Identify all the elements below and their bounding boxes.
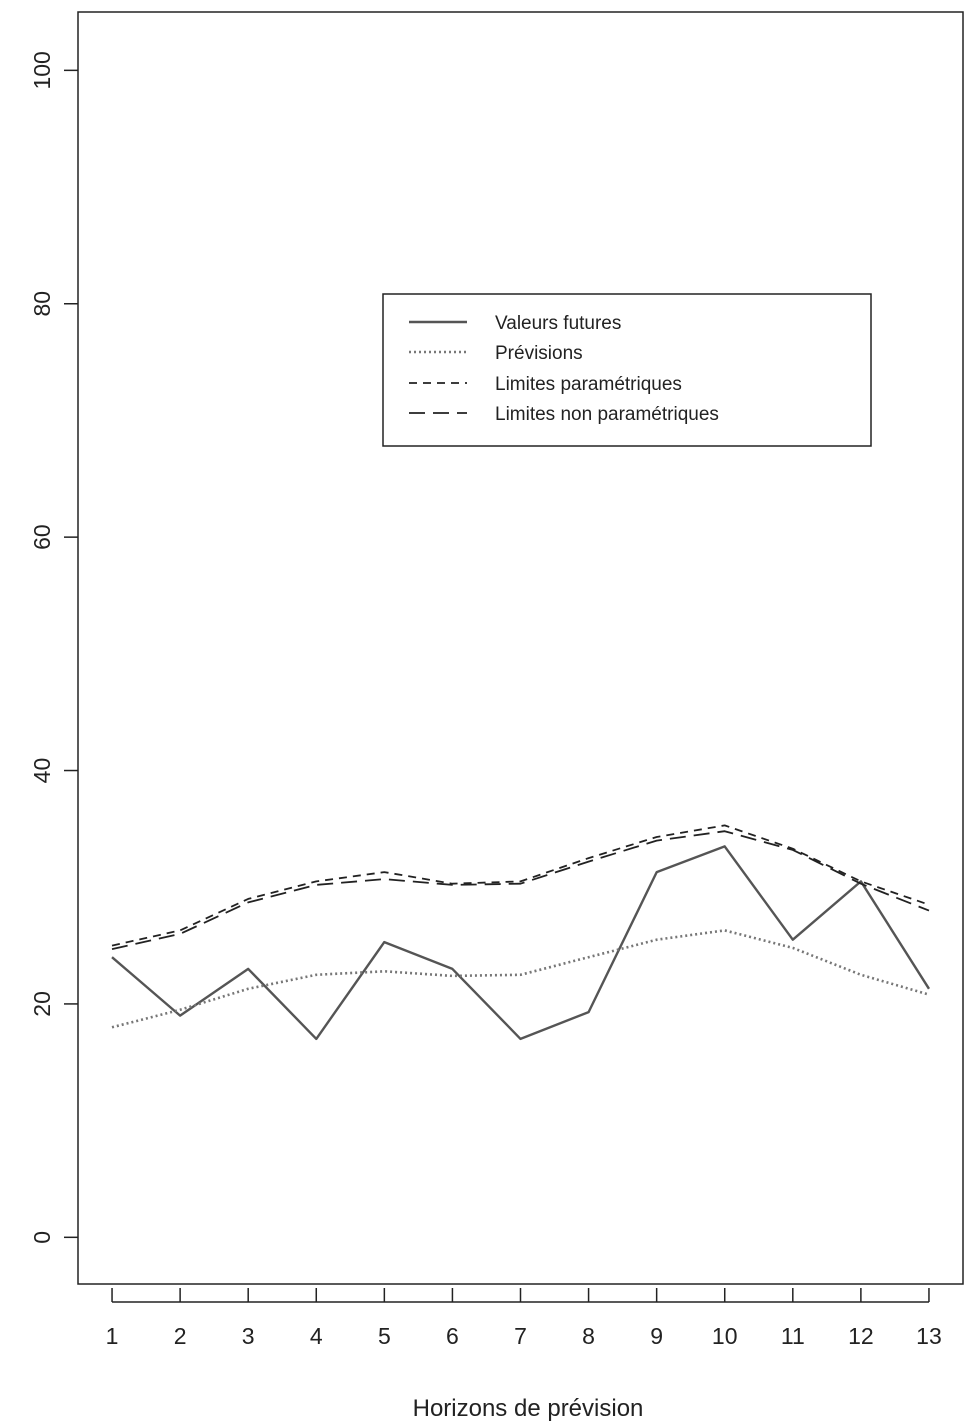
- x-tick-label-4: 4: [310, 1323, 323, 1349]
- legend-label-limites-parametriques: Limites paramétriques: [495, 374, 682, 395]
- x-tick-label-2: 2: [174, 1323, 187, 1349]
- x-tick-label-11: 11: [781, 1323, 805, 1349]
- y-tick-label-0: 0: [29, 1231, 55, 1244]
- y-tick-label-60: 60: [29, 524, 55, 550]
- y-axis: 0 20 40 60 80 100: [29, 51, 78, 1244]
- series-line-3: [111, 830, 930, 950]
- x-tick-label-13: 13: [916, 1323, 942, 1349]
- x-tick-label-5: 5: [378, 1323, 391, 1349]
- x-tick-label-1: 1: [106, 1323, 119, 1349]
- y-tick-label-100: 100: [29, 51, 55, 89]
- x-tick-label-9: 9: [650, 1323, 663, 1349]
- x-tick-label-7: 7: [514, 1323, 527, 1349]
- x-tick-label-8: 8: [582, 1323, 595, 1349]
- x-tick-label-10: 10: [712, 1323, 738, 1349]
- series-line-1: [111, 929, 930, 1029]
- legend-box: [382, 293, 872, 447]
- plot-frame: [77, 11, 964, 1285]
- legend: Valeurs futures Prévisions Limites param…: [382, 293, 872, 447]
- x-tick-label-3: 3: [242, 1323, 255, 1349]
- series-layer: [111, 824, 931, 1041]
- legend-label-limites-non-parametriques: Limites non paramétriques: [495, 404, 719, 425]
- y-tick-label-80: 80: [29, 291, 55, 317]
- x-tick-label-12: 12: [848, 1323, 874, 1349]
- series-line-0: [111, 845, 931, 1041]
- x-tick-label-6: 6: [446, 1323, 459, 1349]
- y-tick-label-20: 20: [29, 991, 55, 1017]
- x-axis-title: Horizons de prévision: [413, 1395, 644, 1422]
- legend-label-previsions: Prévisions: [495, 343, 583, 364]
- legend-label-valeurs-futures: Valeurs futures: [495, 313, 621, 334]
- series-line-2: [111, 824, 930, 947]
- y-tick-label-40: 40: [29, 758, 55, 784]
- x-axis: 1 2 3 4 5 6 7 8 9 10 11 12 13: [106, 1288, 942, 1349]
